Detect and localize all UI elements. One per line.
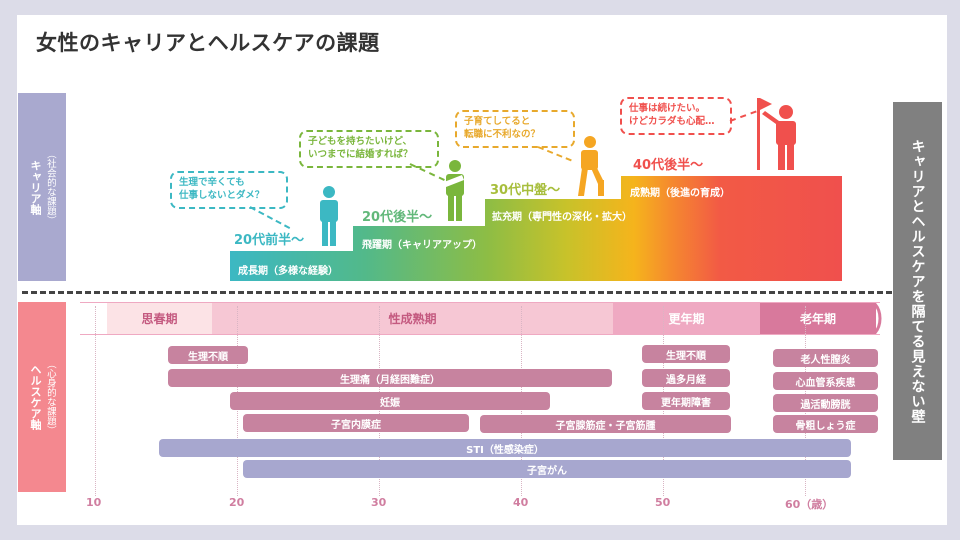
bar-irregular-period-1: 生理不順 [168, 346, 248, 364]
bubble-health-worry: 仕事は続けたい。 けどカラダも心配… [620, 97, 732, 135]
tick-60: 60（歳） [785, 498, 834, 511]
career-staircase [230, 98, 842, 281]
phase-mature: 性成熟期 [212, 303, 613, 334]
person-flag-icon [757, 98, 796, 170]
health-axis-label: （心身的な課題） ヘルスケア軸 [18, 302, 66, 492]
bubble-childcare-line2: 転職に不利なの？ [464, 128, 541, 140]
bar-endometriosis: 子宮内膜症 [243, 414, 469, 432]
career-axis-sub: （社会的な課題） [44, 149, 56, 225]
bar-irregular-period-2: 生理不順 [642, 345, 730, 363]
phase-elderly: 老年期 [760, 303, 876, 334]
tick-30: 30 [371, 496, 387, 509]
age-label-mid30s: 30代中盤〜 [490, 183, 561, 198]
step-label-growth: 成長期（多様な経験） [238, 266, 338, 277]
section-divider [22, 291, 892, 294]
staircase-shape [230, 176, 842, 281]
career-axis-main: キャリア軸 [29, 159, 42, 215]
step-label-maturity: 成熟期（後進の育成） [630, 188, 730, 199]
gridline-10 [95, 306, 96, 496]
person-holding-icon [444, 160, 464, 221]
tick-20: 20 [229, 496, 245, 509]
tick-40: 40 [513, 496, 529, 509]
bubble-childcare-line1: 子育てしてると [464, 116, 531, 127]
bar-atrophic-vaginitis: 老人性膣炎 [773, 349, 878, 367]
bubble-childcare: 子育てしてると 転職に不利なの？ [455, 110, 575, 148]
bar-osteoporosis: 骨粗しょう症 [773, 415, 878, 433]
phase-row-wavy-end [872, 303, 882, 334]
page-title: 女性のキャリアとヘルスケアの課題 [36, 31, 380, 55]
invisible-wall: キャリアとヘルスケアを隔てる見えない壁 [893, 102, 942, 460]
phase-menopause: 更年期 [613, 303, 760, 334]
bubble-period-work-line2: 仕事しないとダメ？ [179, 189, 265, 201]
tick-50: 50 [655, 496, 671, 509]
bar-menopausal-disorder: 更年期障害 [642, 392, 730, 410]
bar-cardiovascular: 心血管系疾患 [773, 372, 878, 390]
age-label-late40s: 40代後半〜 [633, 158, 704, 173]
bubble-period-work: 生理で辛くても 仕事しないとダメ？ [170, 171, 288, 209]
bar-uterine-cancer: 子宮がん [243, 460, 851, 478]
age-label-late20s: 20代後半〜 [362, 210, 433, 225]
phase-puberty: 思春期 [107, 303, 212, 334]
tick-10: 10 [86, 496, 102, 509]
bubble-marriage-line2: いつまでに結婚すれば？ [308, 148, 413, 160]
bar-overactive-bladder: 過活動膀胱 [773, 394, 878, 412]
step-label-expansion: 拡充期（専門性の深化・拡大） [492, 212, 632, 223]
phase-row-border-top [80, 302, 880, 303]
age-label-early20s: 20代前半〜 [234, 233, 305, 248]
bar-dysmenorrhea: 生理痛（月経困難症） [168, 369, 612, 387]
bar-pregnancy: 妊娠 [230, 392, 550, 410]
bar-heavy-menstruation: 過多月経 [642, 369, 730, 387]
phase-row-border-bottom [80, 334, 880, 335]
bubble-health-worry-line2: けどカラダも心配… [629, 115, 715, 127]
career-axis-label: （社会的な課題） キャリア軸 [18, 93, 66, 281]
bubble-marriage-line1: 子どもを持ちたいけど、 [308, 136, 413, 147]
person-climbing-icon [578, 136, 604, 196]
bar-adenomyosis-fibroids: 子宮腺筋症・子宮筋腫 [480, 415, 731, 433]
bubble-period-work-line1: 生理で辛くても [179, 177, 245, 188]
person-standing-icon [320, 186, 338, 246]
health-axis-main: ヘルスケア軸 [29, 364, 42, 430]
bar-sti: STI（性感染症） [159, 439, 851, 457]
bubble-health-worry-line1: 仕事は続けたい。 [629, 103, 706, 114]
health-axis-sub: （心身的な課題） [44, 359, 56, 435]
wall-label: キャリアとヘルスケアを隔てる見えない壁 [909, 138, 926, 424]
step-label-leap: 飛躍期（キャリアアップ） [362, 240, 482, 251]
bubble-marriage: 子どもを持ちたいけど、 いつまでに結婚すれば？ [299, 130, 439, 168]
